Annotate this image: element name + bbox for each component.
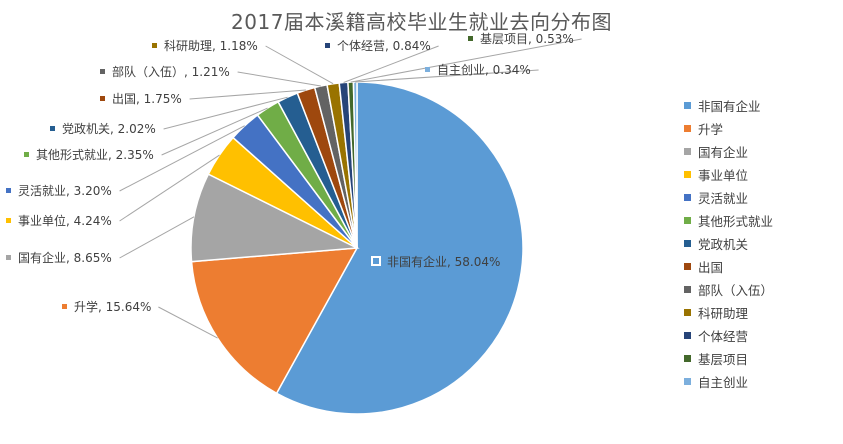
data-label-2: 升学, 15.64% bbox=[74, 299, 151, 314]
data-label-1: 非国有企业, 58.04% bbox=[387, 254, 500, 269]
data-label-4: 事业单位, 4.24% bbox=[18, 213, 112, 228]
label-marker-9 bbox=[100, 69, 105, 74]
legend-swatch-10 bbox=[684, 309, 691, 316]
legend-label-8: 出国 bbox=[698, 260, 723, 275]
legend-label-2: 升学 bbox=[698, 122, 723, 137]
leader-line-8 bbox=[189, 89, 306, 100]
label-marker-11 bbox=[325, 43, 330, 48]
data-label-9: 部队（入伍）, 1.21% bbox=[112, 64, 230, 79]
leader-line-3 bbox=[119, 216, 195, 259]
data-label-13: 自主创业, 0.34% bbox=[437, 63, 531, 77]
label-marker-10 bbox=[152, 43, 157, 48]
legend-label-11: 个体经营 bbox=[698, 329, 748, 344]
legend-swatch-9 bbox=[684, 286, 691, 293]
data-label-12: 基层项目, 0.53% bbox=[480, 32, 574, 46]
data-label-7: 党政机关, 2.02% bbox=[62, 121, 156, 136]
label-marker-1 bbox=[371, 256, 381, 266]
label-marker-8 bbox=[100, 96, 105, 101]
legend-swatch-13 bbox=[684, 378, 691, 385]
legend-label-1: 非国有企业 bbox=[698, 99, 761, 114]
pie-slices bbox=[190, 81, 524, 415]
leader-line-4 bbox=[119, 154, 220, 222]
leader-line-11 bbox=[343, 45, 439, 83]
label-marker-12 bbox=[468, 36, 473, 41]
data-label-8: 出国, 1.75% bbox=[112, 92, 182, 106]
data-label-6: 其他形式就业, 2.35% bbox=[36, 148, 154, 162]
leader-line-7 bbox=[163, 96, 288, 130]
legend-label-6: 其他形式就业 bbox=[698, 214, 773, 229]
leader-line-5 bbox=[119, 125, 245, 192]
data-label-3: 国有企业, 8.65% bbox=[18, 250, 112, 265]
legend-swatch-1 bbox=[684, 102, 691, 109]
label-marker-2 bbox=[62, 304, 67, 309]
leader-line-10 bbox=[265, 45, 334, 85]
label-marker-7 bbox=[50, 126, 55, 131]
legend-label-12: 基层项目 bbox=[698, 352, 748, 367]
legend-label-9: 部队（入伍） bbox=[698, 283, 773, 298]
label-leader-lines bbox=[119, 38, 582, 339]
legend-swatch-11 bbox=[684, 332, 691, 339]
leader-line-6 bbox=[161, 107, 268, 156]
legend-swatch-2 bbox=[684, 125, 691, 132]
leader-line-2 bbox=[158, 306, 218, 339]
data-labels: 非国有企业, 58.04% 升学, 15.64% 国有企业, 8.65% 事业单位, … bbox=[6, 32, 574, 314]
label-marker-3 bbox=[6, 255, 11, 260]
legend-swatch-4 bbox=[684, 171, 691, 178]
legend-label-10: 科研助理 bbox=[698, 306, 749, 321]
legend-label-13: 自主创业 bbox=[698, 375, 748, 390]
leader-line-12 bbox=[350, 38, 582, 83]
chart-title: 2017届本溪籍高校毕业生就业去向分布图 bbox=[231, 10, 612, 34]
label-marker-5 bbox=[6, 188, 11, 193]
data-label-5: 灵活就业, 3.20% bbox=[18, 184, 112, 198]
legend-label-3: 国有企业 bbox=[698, 145, 748, 160]
label-marker-4 bbox=[6, 218, 11, 223]
legend-swatch-5 bbox=[684, 194, 691, 201]
data-label-11: 个体经营, 0.84% bbox=[337, 39, 431, 53]
legend-label-5: 灵活就业 bbox=[698, 191, 748, 206]
legend-swatch-3 bbox=[684, 148, 691, 155]
pie-slice-1 bbox=[275, 81, 524, 415]
legend-label-4: 事业单位 bbox=[698, 168, 748, 183]
leader-line-9 bbox=[237, 71, 321, 87]
legend-label-7: 党政机关 bbox=[698, 237, 748, 252]
legend-swatch-6 bbox=[684, 217, 691, 224]
pie-slice-3 bbox=[190, 173, 360, 263]
legend-swatch-8 bbox=[684, 263, 691, 270]
data-label-10: 科研助理, 1.18% bbox=[164, 39, 258, 53]
label-marker-13 bbox=[425, 67, 430, 72]
legend-swatch-12 bbox=[684, 355, 691, 362]
leader-line-13 bbox=[355, 69, 539, 83]
label-marker-6 bbox=[24, 152, 29, 157]
legend-swatch-7 bbox=[684, 240, 691, 247]
pie-slice-2 bbox=[190, 247, 359, 395]
